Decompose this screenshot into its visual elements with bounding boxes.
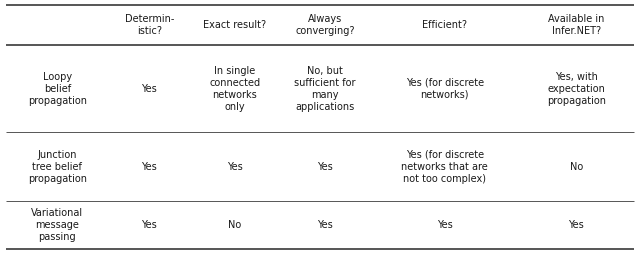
Text: Yes: Yes: [141, 162, 157, 172]
Text: Determin-
istic?: Determin- istic?: [125, 14, 174, 36]
Text: Available in
Infer.NET?: Available in Infer.NET?: [548, 14, 604, 36]
Text: In single
connected
networks
only: In single connected networks only: [209, 66, 260, 112]
Text: Yes, with
expectation
propagation: Yes, with expectation propagation: [547, 72, 605, 106]
Text: No, but
sufficient for
many
applications: No, but sufficient for many applications: [294, 66, 356, 112]
Text: Yes (for discrete
networks): Yes (for discrete networks): [406, 77, 484, 100]
Text: Yes: Yes: [141, 220, 157, 230]
Text: Yes: Yes: [227, 162, 243, 172]
Text: No: No: [228, 220, 241, 230]
Text: Junction
tree belief
propagation: Junction tree belief propagation: [28, 150, 87, 184]
Text: Yes: Yes: [437, 220, 452, 230]
Text: Yes: Yes: [317, 220, 333, 230]
Text: Yes: Yes: [141, 84, 157, 93]
Text: Yes: Yes: [568, 220, 584, 230]
Text: Variational
message
passing: Variational message passing: [31, 208, 83, 242]
Text: Yes (for discrete
networks that are
not too complex): Yes (for discrete networks that are not …: [401, 150, 488, 184]
Text: Always
converging?: Always converging?: [295, 14, 355, 36]
Text: Yes: Yes: [317, 162, 333, 172]
Text: Exact result?: Exact result?: [203, 20, 266, 30]
Text: Loopy
belief
propagation: Loopy belief propagation: [28, 72, 87, 106]
Text: Efficient?: Efficient?: [422, 20, 467, 30]
Text: No: No: [570, 162, 583, 172]
